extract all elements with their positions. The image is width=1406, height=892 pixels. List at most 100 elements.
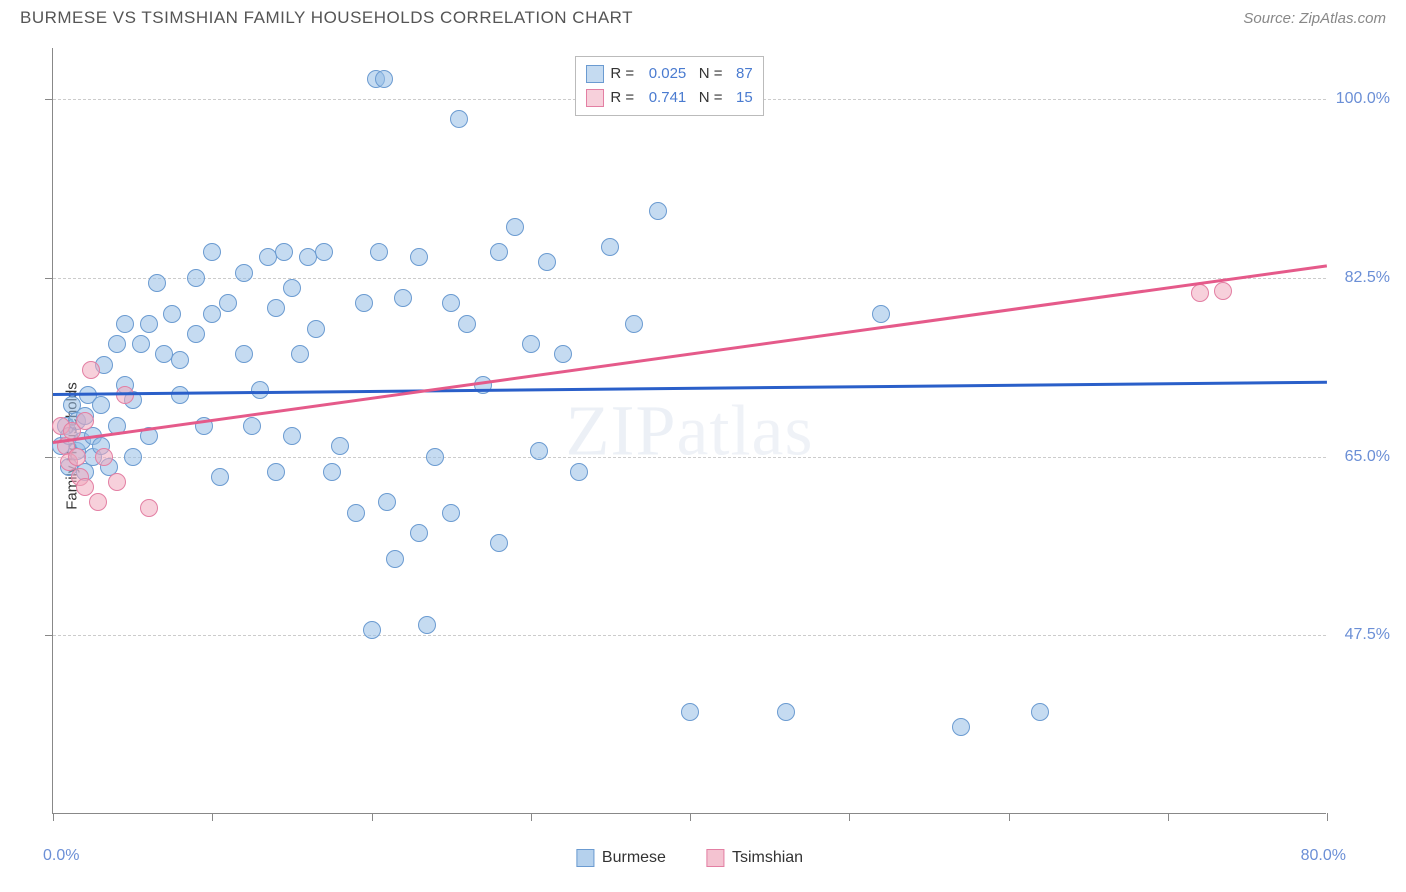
legend-label: Burmese bbox=[602, 849, 666, 867]
x-tick bbox=[531, 813, 532, 821]
watermark: ZIPatlas bbox=[566, 389, 814, 472]
data-point bbox=[410, 524, 428, 542]
data-point bbox=[777, 703, 795, 721]
legend-swatch bbox=[586, 65, 604, 83]
data-point bbox=[307, 320, 325, 338]
data-point bbox=[89, 493, 107, 511]
data-point bbox=[442, 504, 460, 522]
chart-title: BURMESE VS TSIMSHIAN FAMILY HOUSEHOLDS C… bbox=[20, 8, 633, 28]
data-point bbox=[148, 274, 166, 292]
legend-swatch bbox=[706, 849, 724, 867]
data-point bbox=[522, 335, 540, 353]
data-point bbox=[625, 315, 643, 333]
x-tick bbox=[690, 813, 691, 821]
data-point bbox=[458, 315, 476, 333]
gridline-horizontal bbox=[53, 457, 1326, 458]
y-tick bbox=[45, 278, 53, 279]
data-point bbox=[267, 463, 285, 481]
stats-legend: R = 0.025 N = 87 R = 0.741 N = 15 bbox=[575, 56, 763, 116]
x-tick bbox=[1168, 813, 1169, 821]
x-tick bbox=[53, 813, 54, 821]
source-credit: Source: ZipAtlas.com bbox=[1243, 10, 1386, 27]
data-point bbox=[681, 703, 699, 721]
data-point bbox=[418, 616, 436, 634]
x-tick-label-min: 0.0% bbox=[43, 847, 79, 865]
data-point bbox=[283, 427, 301, 445]
legend-item: Burmese bbox=[576, 849, 666, 867]
data-point bbox=[187, 269, 205, 287]
data-point bbox=[163, 305, 181, 323]
x-tick bbox=[849, 813, 850, 821]
data-point bbox=[355, 294, 373, 312]
data-point bbox=[219, 294, 237, 312]
data-point bbox=[450, 110, 468, 128]
data-point bbox=[378, 493, 396, 511]
data-point bbox=[171, 351, 189, 369]
data-point bbox=[140, 499, 158, 517]
data-point bbox=[554, 345, 572, 363]
data-point bbox=[490, 243, 508, 261]
data-point bbox=[76, 478, 94, 496]
data-point bbox=[275, 243, 293, 261]
data-point bbox=[347, 504, 365, 522]
stats-text: R = 0.025 N = 87 bbox=[610, 62, 752, 86]
header-bar: BURMESE VS TSIMSHIAN FAMILY HOUSEHOLDS C… bbox=[0, 0, 1406, 32]
data-point bbox=[140, 315, 158, 333]
source-prefix: Source: bbox=[1243, 10, 1299, 27]
data-point bbox=[243, 417, 261, 435]
y-tick-label: 47.5% bbox=[1345, 626, 1390, 644]
data-point bbox=[410, 248, 428, 266]
data-point bbox=[952, 718, 970, 736]
data-point bbox=[331, 437, 349, 455]
scatter-chart: ZIPatlas 47.5%65.0%82.5%100.0%0.0%80.0% … bbox=[52, 48, 1326, 814]
y-tick bbox=[45, 635, 53, 636]
y-tick-label: 100.0% bbox=[1336, 90, 1390, 108]
gridline-horizontal bbox=[53, 635, 1326, 636]
data-point bbox=[530, 442, 548, 460]
data-point bbox=[187, 325, 205, 343]
data-point bbox=[116, 386, 134, 404]
data-point bbox=[108, 473, 126, 491]
data-point bbox=[1191, 284, 1209, 302]
data-point bbox=[291, 345, 309, 363]
data-point bbox=[538, 253, 556, 271]
data-point bbox=[649, 202, 667, 220]
data-point bbox=[872, 305, 890, 323]
stats-legend-row: R = 0.025 N = 87 bbox=[586, 62, 752, 86]
data-point bbox=[235, 264, 253, 282]
y-tick-label: 82.5% bbox=[1345, 269, 1390, 287]
data-point bbox=[116, 315, 134, 333]
y-tick bbox=[45, 457, 53, 458]
data-point bbox=[426, 448, 444, 466]
x-tick bbox=[1009, 813, 1010, 821]
y-tick-label: 65.0% bbox=[1345, 448, 1390, 466]
data-point bbox=[315, 243, 333, 261]
series-legend: Burmese Tsimshian bbox=[576, 849, 803, 867]
legend-swatch bbox=[586, 89, 604, 107]
data-point bbox=[203, 243, 221, 261]
x-tick-label-max: 80.0% bbox=[1301, 847, 1346, 865]
data-point bbox=[92, 396, 110, 414]
data-point bbox=[363, 621, 381, 639]
data-point bbox=[323, 463, 341, 481]
data-point bbox=[506, 218, 524, 236]
data-point bbox=[211, 468, 229, 486]
legend-swatch bbox=[576, 849, 594, 867]
legend-label: Tsimshian bbox=[732, 849, 803, 867]
x-tick bbox=[372, 813, 373, 821]
data-point bbox=[76, 412, 94, 430]
data-point bbox=[394, 289, 412, 307]
data-point bbox=[124, 448, 142, 466]
data-point bbox=[95, 448, 113, 466]
data-point bbox=[570, 463, 588, 481]
stats-legend-row: R = 0.741 N = 15 bbox=[586, 86, 752, 110]
data-point bbox=[267, 299, 285, 317]
source-name: ZipAtlas.com bbox=[1299, 10, 1386, 27]
y-tick bbox=[45, 99, 53, 100]
data-point bbox=[235, 345, 253, 363]
trend-line bbox=[53, 381, 1327, 396]
data-point bbox=[203, 305, 221, 323]
data-point bbox=[442, 294, 460, 312]
data-point bbox=[370, 243, 388, 261]
x-tick bbox=[1327, 813, 1328, 821]
